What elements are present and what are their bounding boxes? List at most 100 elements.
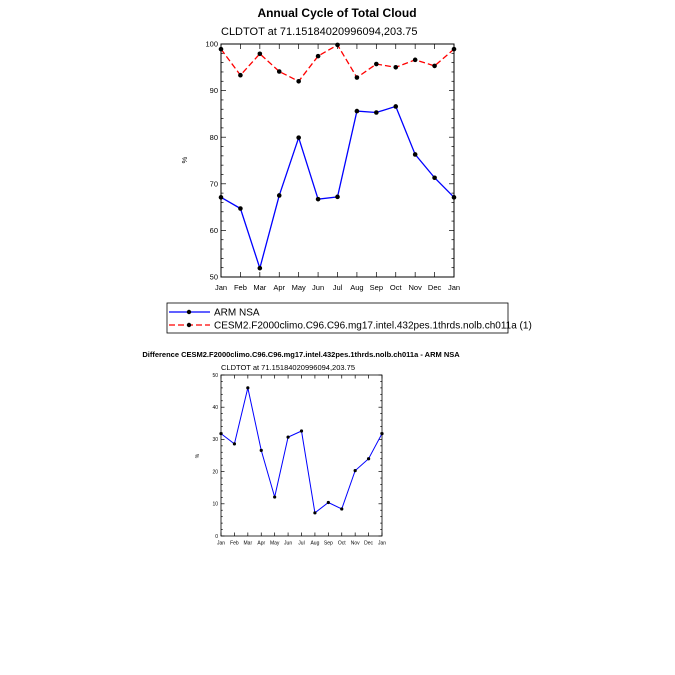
chart1-x-axis: Jan Feb Mar Apr May Jun Jul Aug Sep Oct Nov Dec Jan	[215, 44, 460, 292]
c1-series-0-point	[238, 206, 243, 211]
c1-xtick-label: Apr	[273, 283, 285, 292]
c2-xtick-label: Aug	[310, 541, 319, 547]
legend-marker-arm	[186, 309, 192, 315]
c2-series-0-point	[366, 457, 371, 461]
c2-ytick-label: 50	[212, 373, 218, 379]
c2-ytick-label: 30	[212, 437, 218, 443]
c1-series-1-point	[238, 72, 243, 78]
c1-series-1-point	[412, 57, 418, 63]
c2-ytick-label: 0	[215, 534, 218, 540]
c1-series-1-point	[432, 63, 437, 69]
c2-xtick-label: Dec	[364, 541, 373, 547]
c1-xtick-label: Aug	[350, 283, 363, 292]
c2-series-0-point	[273, 495, 277, 499]
c1-ytick-label: 50	[210, 273, 218, 282]
c2-series-0-point	[340, 507, 344, 511]
c1-series-0-point	[296, 135, 301, 140]
c1-xtick-label: May	[292, 283, 306, 292]
chart1-y-axis: 50 60 70 80 90 100	[205, 40, 454, 282]
c1-series-0-point	[276, 193, 282, 198]
chart1-title: Annual Cycle of Total Cloud	[257, 6, 416, 20]
c1-series-1-point	[276, 69, 282, 74]
chart1-series	[218, 42, 457, 271]
c1-ytick-label: 60	[210, 226, 218, 235]
c1-series-0-point	[257, 265, 263, 271]
c2-series-0-point	[259, 448, 263, 452]
c2-ytick-label: 10	[212, 502, 218, 508]
c1-series-1-point	[315, 53, 321, 59]
c1-xtick-label: Dec	[428, 283, 442, 292]
c1-series-0-point	[432, 175, 437, 181]
c1-series-1-point	[218, 46, 224, 52]
c2-series-line-0	[220, 387, 383, 514]
c1-series-1-point	[354, 75, 360, 80]
c1-xtick-label: Feb	[234, 283, 247, 292]
chart1-ylabel: %	[180, 156, 189, 163]
c1-xtick-label: Oct	[390, 283, 403, 292]
chart1-frame	[220, 43, 455, 278]
c2-xtick-label: Mar	[244, 541, 253, 547]
c2-series-0-point	[353, 469, 357, 473]
difference-chart: Difference CESM2.F2000climo.C96.C96.mg17…	[142, 350, 460, 547]
c1-series-0-point	[335, 194, 340, 200]
c1-series-line-0	[220, 105, 455, 271]
c2-xtick-label: Jul	[298, 541, 304, 547]
c1-ytick-label: 80	[210, 133, 218, 142]
c1-series-line-1	[220, 44, 455, 83]
c1-xtick-label: Nov	[408, 283, 422, 292]
c2-series-0-point	[299, 429, 304, 433]
c1-series-1-point	[451, 46, 457, 52]
annual-cycle-chart: Annual Cycle of Total Cloud CLDTOT at 71…	[166, 6, 532, 334]
c1-series-1-point	[374, 61, 379, 67]
c1-xtick-label: Sep	[370, 283, 383, 292]
c2-xtick-label: Jan	[217, 541, 225, 547]
c2-series-0-point	[380, 432, 384, 436]
c2-xtick-label: Feb	[230, 541, 239, 547]
c2-xtick-label: May	[270, 541, 280, 547]
c2-series-0-point	[326, 500, 330, 505]
c1-series-0-point	[412, 152, 418, 157]
c2-xtick-label: Sep	[324, 541, 333, 547]
c1-series-1-point	[296, 78, 301, 84]
c1-xtick-label: Jul	[333, 283, 343, 292]
c1-series-0-point	[218, 195, 224, 200]
legend-box	[166, 302, 509, 334]
chart2-x-axis: Jan Feb Mar Apr May Jun Jul Aug Sep Oct Nov Dec Jan	[217, 375, 386, 547]
c1-series-1-point	[335, 42, 340, 48]
c2-ytick-label: 40	[212, 405, 218, 411]
c1-series-1-point	[257, 51, 263, 57]
c2-ytick-label: 20	[212, 469, 218, 475]
chart1-subtitle: CLDTOT at 71.15184020996094,203.75	[221, 26, 418, 38]
chart2-title: Difference CESM2.F2000climo.C96.C96.mg17…	[142, 350, 460, 359]
chart2-subtitle: CLDTOT at 71.15184020996094,203.75	[221, 363, 355, 372]
chart2-y-axis: 0 10 20 30 40 50	[212, 373, 382, 540]
c1-xtick-label: Jun	[312, 283, 324, 292]
c1-series-0-point	[354, 108, 360, 114]
c2-xtick-label: Jun	[284, 541, 292, 547]
chart2-series	[219, 386, 384, 515]
c1-ytick-label: 70	[210, 179, 218, 188]
legend-marker-cesm	[186, 322, 192, 328]
legend-label-arm: ARM NSA	[214, 308, 260, 319]
legend-label-cesm: CESM2.F2000climo.C96.C96.mg17.intel.432p…	[214, 321, 532, 332]
c1-ytick-label: 90	[210, 86, 218, 95]
c2-xtick-label: Jan	[378, 541, 386, 547]
c1-series-0-point	[451, 195, 457, 200]
c2-xtick-label: Apr	[257, 541, 265, 547]
c2-xtick-label: Nov	[351, 541, 360, 547]
c1-series-0-point	[315, 196, 321, 202]
chart1-legend: ARM NSA CESM2.F2000climo.C96.C96.mg17.in…	[166, 302, 532, 334]
c2-series-0-point	[232, 442, 237, 446]
c1-ytick-label: 100	[205, 40, 218, 49]
c2-xtick-label: Oct	[338, 541, 346, 547]
c2-series-0-point	[219, 432, 223, 436]
c2-series-0-point	[286, 435, 290, 439]
c2-series-0-point	[246, 386, 250, 390]
c1-xtick-label: Jan	[215, 283, 227, 292]
c1-series-0-point	[374, 110, 379, 115]
c2-series-0-point	[313, 511, 317, 515]
c1-series-0-point	[393, 104, 399, 109]
c1-series-1-point	[393, 65, 399, 70]
c1-xtick-label: Mar	[253, 283, 266, 292]
